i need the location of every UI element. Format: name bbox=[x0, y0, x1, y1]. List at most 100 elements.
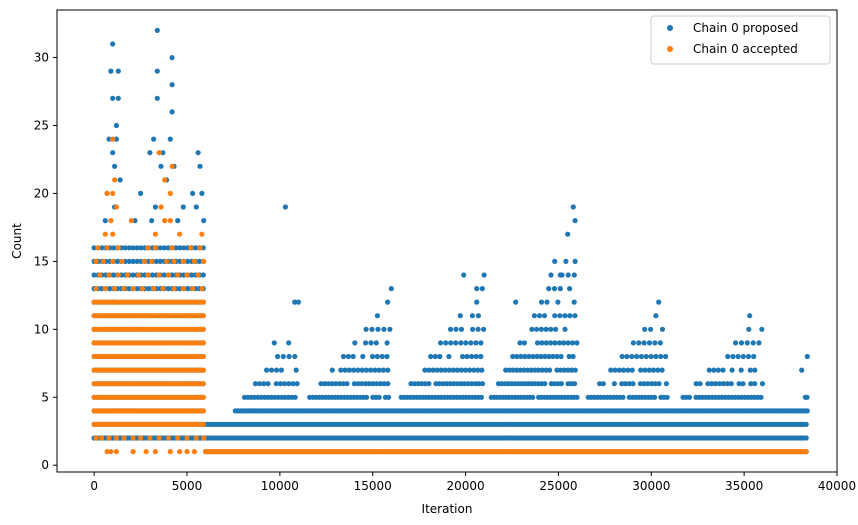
proposed-point bbox=[653, 313, 659, 319]
y-tick-label: 30 bbox=[34, 51, 49, 65]
accepted-point bbox=[113, 204, 119, 210]
proposed-point bbox=[657, 340, 663, 346]
proposed-point bbox=[381, 326, 387, 332]
accepted-point bbox=[199, 286, 205, 292]
proposed-point bbox=[384, 340, 390, 346]
proposed-point bbox=[556, 340, 563, 346]
accepted-point bbox=[112, 286, 118, 292]
y-tick-label: 5 bbox=[41, 390, 49, 404]
proposed-point bbox=[454, 381, 461, 387]
proposed-point bbox=[534, 340, 541, 346]
proposed-point bbox=[803, 421, 809, 427]
accepted-point bbox=[110, 231, 116, 237]
accepted-point bbox=[108, 449, 114, 455]
proposed-point bbox=[521, 367, 527, 373]
proposed-point bbox=[408, 381, 414, 387]
accepted-point bbox=[177, 231, 183, 237]
proposed-point bbox=[529, 326, 535, 332]
proposed-point bbox=[286, 353, 292, 360]
proposed-point bbox=[470, 326, 476, 332]
proposed-point bbox=[517, 340, 523, 346]
proposed-point bbox=[426, 381, 432, 387]
proposed-point bbox=[273, 367, 280, 373]
proposed-point bbox=[154, 95, 160, 101]
proposed-point bbox=[522, 353, 528, 360]
proposed-point bbox=[648, 353, 654, 360]
proposed-point bbox=[275, 353, 281, 360]
proposed-point bbox=[653, 353, 659, 360]
x-tick-label: 20000 bbox=[446, 479, 484, 493]
proposed-point bbox=[433, 381, 439, 387]
accepted-point bbox=[180, 258, 186, 264]
proposed-point bbox=[730, 353, 736, 360]
proposed-point bbox=[115, 95, 121, 101]
x-tick-label: 15000 bbox=[354, 479, 392, 493]
proposed-point bbox=[745, 353, 752, 360]
accepted-point bbox=[184, 272, 190, 278]
proposed-point bbox=[799, 367, 805, 373]
proposed-point bbox=[565, 272, 571, 278]
proposed-point bbox=[521, 340, 528, 346]
accepted-point bbox=[171, 286, 177, 292]
proposed-point bbox=[461, 272, 467, 278]
proposed-point bbox=[565, 340, 571, 346]
accepted-point bbox=[145, 245, 151, 251]
proposed-point bbox=[169, 272, 175, 278]
proposed-point bbox=[562, 326, 568, 332]
proposed-point bbox=[478, 394, 484, 400]
proposed-point bbox=[475, 367, 481, 373]
proposed-point bbox=[751, 353, 757, 360]
proposed-point bbox=[648, 326, 654, 332]
proposed-point bbox=[350, 353, 356, 360]
legend: Chain 0 proposed Chain 0 accepted bbox=[650, 15, 831, 65]
proposed-point bbox=[538, 353, 544, 360]
proposed-point bbox=[446, 367, 452, 373]
proposed-point bbox=[720, 367, 726, 373]
proposed-point bbox=[201, 218, 207, 224]
proposed-point bbox=[542, 353, 548, 360]
proposed-point bbox=[475, 313, 481, 319]
proposed-point bbox=[110, 41, 116, 47]
accepted-point bbox=[169, 163, 175, 169]
accepted-point bbox=[113, 449, 119, 455]
proposed-point bbox=[437, 353, 443, 360]
proposed-point bbox=[384, 353, 390, 360]
proposed-point bbox=[102, 218, 108, 224]
proposed-point bbox=[360, 353, 366, 360]
accepted-point bbox=[200, 313, 206, 319]
proposed-point bbox=[752, 367, 758, 373]
proposed-point bbox=[460, 353, 466, 360]
proposed-point bbox=[134, 286, 140, 292]
proposed-point bbox=[340, 353, 347, 360]
accepted-point bbox=[200, 367, 206, 373]
proposed-point bbox=[325, 381, 331, 387]
proposed-point bbox=[440, 381, 446, 387]
proposed-point bbox=[381, 381, 387, 387]
proposed-point bbox=[555, 299, 561, 305]
accepted-point bbox=[106, 272, 112, 278]
proposed-point bbox=[469, 313, 475, 319]
proposed-point bbox=[446, 353, 452, 360]
proposed-point bbox=[538, 326, 545, 332]
y-tick-label: 20 bbox=[34, 186, 49, 200]
proposed-point bbox=[572, 367, 578, 373]
proposed-point bbox=[646, 367, 652, 373]
proposed-point bbox=[510, 353, 516, 360]
proposed-point bbox=[138, 190, 144, 196]
proposed-point bbox=[154, 68, 160, 74]
accepted-point bbox=[112, 177, 118, 183]
proposed-point bbox=[756, 340, 762, 346]
proposed-point bbox=[363, 381, 369, 387]
proposed-point bbox=[557, 313, 563, 319]
proposed-point bbox=[293, 367, 299, 373]
proposed-point bbox=[572, 381, 578, 387]
proposed-point bbox=[345, 353, 351, 360]
accepted-point bbox=[152, 449, 158, 455]
accepted-point bbox=[160, 286, 166, 292]
accepted-point bbox=[177, 449, 183, 455]
accepted-point bbox=[180, 286, 186, 292]
proposed-point bbox=[802, 394, 809, 400]
proposed-point bbox=[481, 272, 487, 278]
proposed-point bbox=[544, 299, 550, 305]
proposed-point bbox=[342, 367, 348, 373]
